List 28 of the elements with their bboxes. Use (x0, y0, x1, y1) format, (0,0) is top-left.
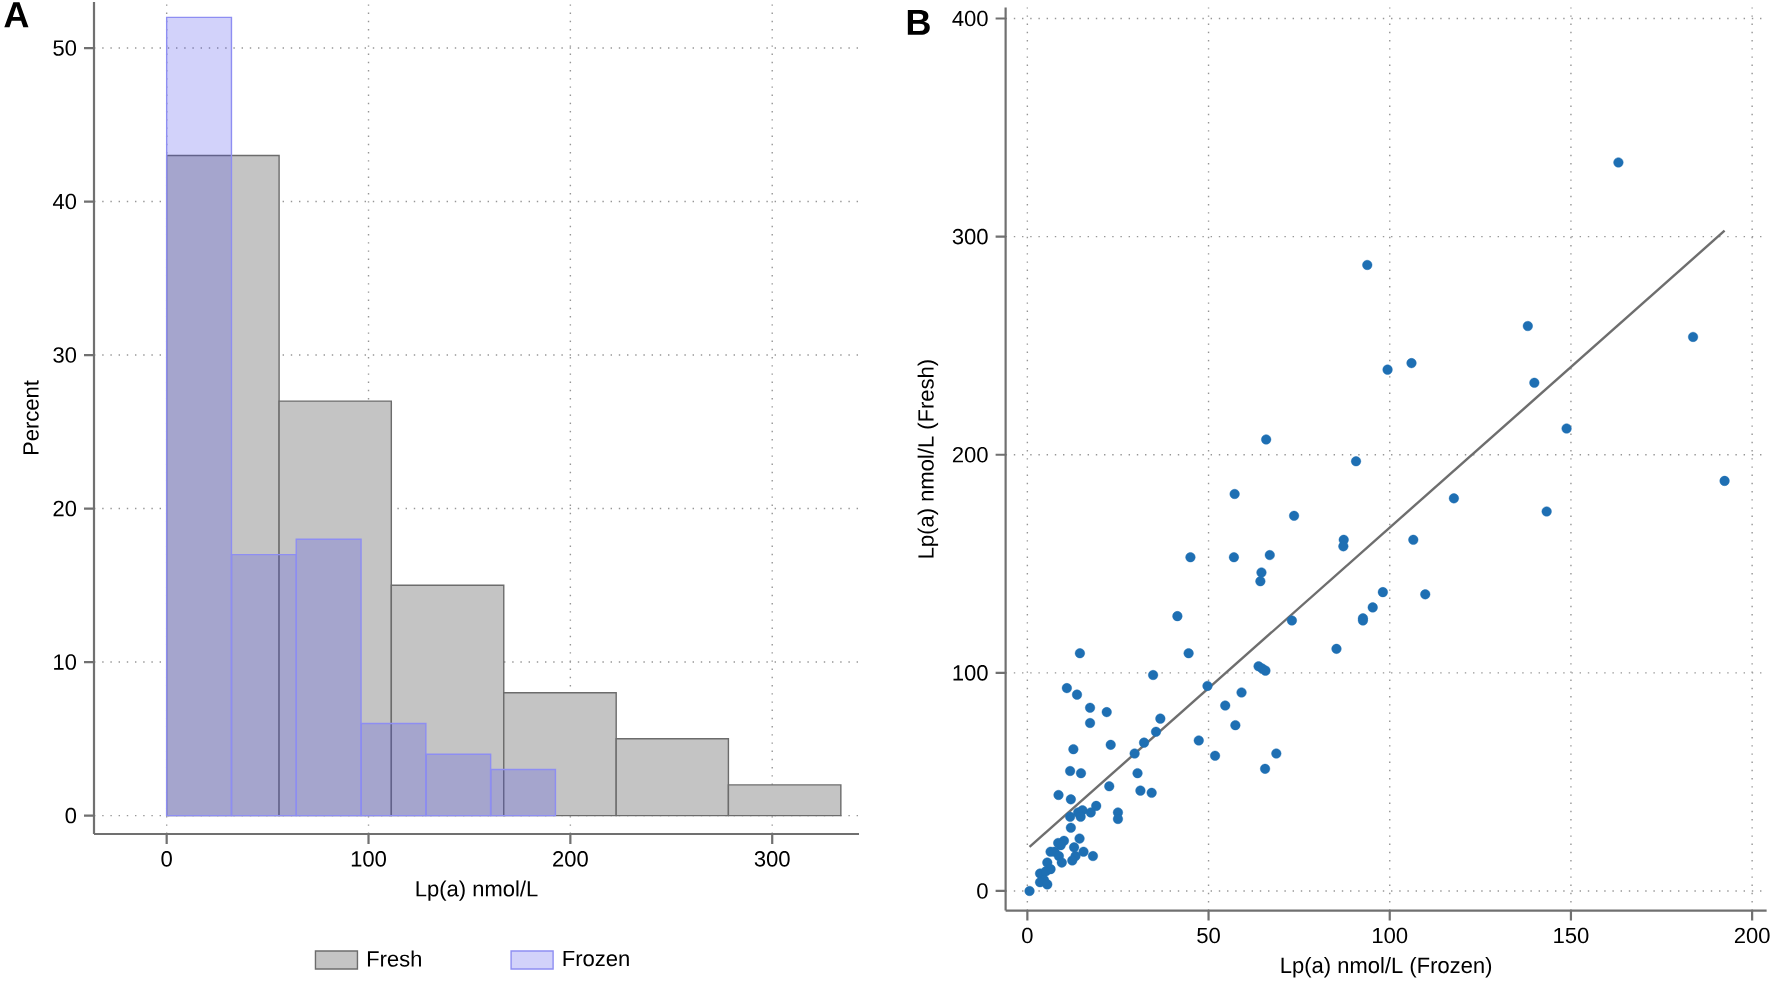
y-tick-label: 100 (953, 665, 988, 681)
y-tick-label: 200 (952, 446, 988, 463)
y-tick-label: 0 (65, 807, 77, 824)
legend-label: Fresh (367, 950, 421, 967)
y-tick-label: 30 (53, 347, 77, 363)
y-tick-label: 400 (952, 10, 988, 27)
x-tick-label: 200 (1734, 927, 1770, 944)
chart-title: A (4, 2, 29, 28)
x-tick-label: 0 (1022, 927, 1033, 944)
x-tick-label: 200 (553, 851, 588, 867)
y-axis-title: Percent (23, 380, 39, 455)
y-tick-label: 10 (54, 654, 77, 670)
x-tick-label: 150 (1554, 927, 1589, 944)
x-axis-title: Lp(a) nmol/L (416, 880, 538, 901)
y-tick-label: 50 (53, 40, 77, 56)
x-tick-label: 50 (1197, 927, 1220, 944)
x-tick-label: 100 (351, 851, 386, 867)
y-tick-label: 300 (952, 228, 988, 245)
x-axis-title: Lp(a) nmol/L (Frozen) (1281, 956, 1492, 978)
legend-label: Frozen (563, 950, 629, 967)
x-tick-label: 100 (1373, 927, 1408, 944)
x-tick-label: 0 (161, 851, 172, 867)
chart-title: B (907, 9, 930, 35)
x-tick-label: 300 (754, 851, 790, 867)
y-tick-label: 20 (53, 500, 77, 517)
y-axis-title: Lp(a) nmol/L (Fresh) (917, 360, 939, 558)
y-tick-label: 0 (977, 883, 988, 899)
y-tick-label: 40 (52, 193, 77, 210)
